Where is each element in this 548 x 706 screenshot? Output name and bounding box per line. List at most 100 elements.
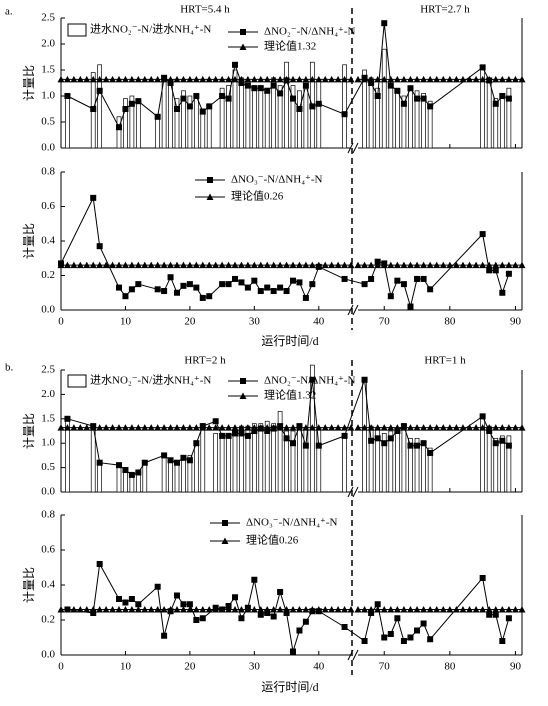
point	[479, 575, 486, 581]
reference-marker	[433, 606, 441, 613]
reference-marker	[485, 261, 493, 269]
legend-label: ΔNO₂⁻-N/ΔNH₄⁺-N	[264, 375, 356, 387]
bar	[401, 423, 407, 493]
point	[193, 617, 200, 623]
reference-marker	[321, 606, 329, 613]
point	[90, 610, 97, 616]
reference-marker	[361, 261, 369, 269]
bar	[226, 433, 231, 493]
point	[180, 95, 187, 102]
reference-marker	[102, 75, 110, 83]
reference-marker	[225, 75, 233, 83]
reference-marker	[433, 75, 441, 83]
bar	[258, 423, 264, 493]
reference-marker	[446, 261, 454, 269]
point	[141, 459, 148, 466]
reference-marker	[400, 606, 408, 613]
legend-marker	[240, 29, 246, 35]
bar	[219, 433, 225, 493]
point	[219, 281, 226, 288]
reference-marker	[315, 424, 323, 431]
reference-marker	[167, 261, 175, 269]
reference-marker	[328, 606, 336, 613]
reference-marker	[400, 261, 408, 269]
reference-marker	[406, 424, 414, 431]
point	[186, 103, 193, 110]
point	[505, 615, 512, 622]
reference-marker	[518, 424, 526, 431]
reference-marker	[374, 606, 382, 613]
legend-swatch	[67, 374, 87, 388]
legend-label: 理论值0.26	[231, 189, 284, 203]
point	[199, 294, 206, 301]
reference-marker	[505, 606, 513, 613]
point	[420, 95, 427, 102]
reference-marker	[167, 606, 175, 613]
reference-marker	[492, 261, 500, 269]
reference-marker	[115, 424, 123, 431]
reference-marker	[147, 424, 155, 431]
reference-marker	[154, 261, 162, 269]
bar	[499, 93, 505, 149]
point	[420, 440, 427, 447]
bar	[499, 435, 505, 493]
x-axis-label: 运行时间/d	[261, 680, 318, 694]
reference-marker	[354, 261, 362, 269]
x-tick-label: 40	[313, 316, 325, 328]
bar	[303, 85, 309, 149]
reference-marker	[406, 606, 414, 613]
bar	[213, 433, 219, 493]
reference-marker	[147, 606, 155, 613]
reference-marker	[295, 606, 303, 613]
point	[199, 615, 206, 622]
point	[186, 601, 193, 608]
bar	[368, 77, 374, 149]
y-axis-label: 计量比	[22, 413, 36, 449]
reference-marker	[459, 261, 467, 269]
bar	[264, 420, 270, 493]
reference-marker	[147, 261, 155, 269]
reference-marker	[160, 261, 168, 269]
bar	[408, 437, 413, 493]
point	[257, 288, 264, 295]
reference-marker	[433, 424, 441, 431]
reference-marker	[466, 424, 474, 431]
reference-marker	[315, 261, 323, 269]
reference-marker	[466, 261, 474, 269]
y-tick-label: 0.2	[41, 269, 55, 281]
reference-marker	[289, 424, 297, 431]
bar	[155, 116, 161, 149]
reference-marker	[167, 424, 175, 431]
bar	[277, 85, 283, 149]
reference-marker	[244, 606, 252, 613]
bar	[414, 437, 420, 493]
reference-marker	[518, 606, 526, 613]
point	[135, 601, 142, 608]
y-tick-label: 1.0	[41, 90, 55, 102]
point	[492, 611, 499, 618]
bar	[97, 462, 103, 493]
reference-marker	[321, 75, 329, 83]
bar	[116, 116, 122, 149]
point	[302, 618, 309, 625]
point	[407, 442, 414, 449]
reference-marker	[341, 606, 349, 613]
point	[374, 601, 381, 608]
bar	[486, 80, 492, 149]
y-tick-label: 0.4	[41, 579, 55, 591]
point	[492, 440, 499, 447]
point	[64, 415, 71, 422]
point	[186, 457, 193, 464]
point	[368, 437, 375, 444]
y-tick-label: 2.5	[41, 364, 55, 376]
x-tick-label: 70	[379, 316, 391, 328]
reference-marker	[308, 424, 316, 431]
reference-marker	[485, 424, 493, 431]
point	[492, 100, 499, 107]
y-tick-label: 0.2	[41, 614, 55, 626]
reference-marker	[354, 424, 362, 431]
reference-marker	[374, 424, 382, 431]
bar	[388, 430, 394, 493]
bar	[395, 428, 400, 493]
point	[368, 275, 375, 282]
